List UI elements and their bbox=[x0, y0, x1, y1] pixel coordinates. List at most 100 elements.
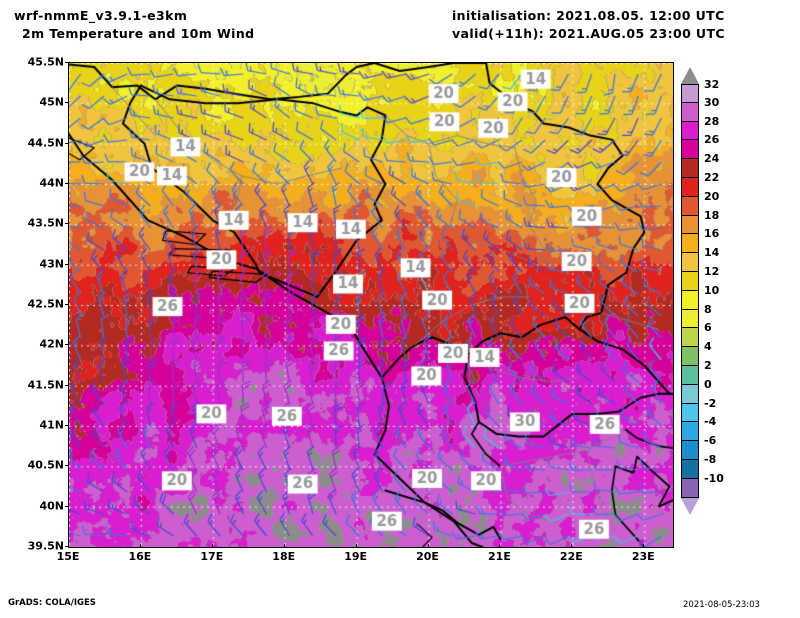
lon-tick-mark bbox=[427, 544, 429, 548]
colorbar-tick-label: -6 bbox=[704, 434, 717, 448]
lon-tick-mark bbox=[211, 544, 213, 548]
render-stamp: 2021-08-05-23:03 bbox=[683, 600, 760, 610]
lat-tick-mark bbox=[65, 263, 69, 265]
lat-tick-mark bbox=[65, 62, 69, 63]
colorbar-band[interactable]: 28 bbox=[681, 115, 719, 141]
lon-tick-label: 20E bbox=[416, 550, 439, 563]
colorbar-tick-label: 28 bbox=[704, 114, 720, 128]
lat-tick-label: 43.5N bbox=[27, 216, 64, 230]
init-time: initialisation: 2021.08.05. 12:00 UTC bbox=[452, 8, 725, 23]
colorbar-tick-label: -2 bbox=[704, 396, 717, 410]
lat-tick-label: 45.5N bbox=[27, 55, 64, 69]
lat-tick-label: 44.5N bbox=[27, 136, 64, 150]
lat-tick-label: 40.5N bbox=[27, 458, 64, 472]
lat-tick-mark bbox=[65, 183, 69, 184]
lat-tick-label: 41.5N bbox=[27, 378, 64, 392]
colorbar-band[interactable]: 8 bbox=[681, 303, 712, 329]
lat-tick-mark bbox=[65, 102, 69, 104]
longitude-axis: 15E 16E 17E 18E 19E 20E 21E 22E 23E bbox=[57, 544, 672, 568]
colorbar-tick-label: 4 bbox=[704, 340, 712, 354]
colorbar-tick-label: 22 bbox=[704, 170, 720, 184]
colorbar-tick-label: -10 bbox=[704, 471, 724, 485]
lat-tick-mark bbox=[65, 304, 69, 305]
colorbar-tick-label: -4 bbox=[704, 415, 717, 429]
colorbar-band[interactable]: 0 bbox=[681, 378, 712, 404]
lat-tick-mark bbox=[65, 425, 69, 426]
colorbar-band[interactable]: 18 bbox=[681, 209, 719, 235]
lat-tick-mark bbox=[65, 223, 69, 225]
lon-tick-label: 19E bbox=[344, 550, 368, 563]
temperature-colorbar[interactable]: 32 30 28 26 24 22 20 18 16 14 12 10 8 6 4 2 0 -2 -4 -6 -8 -10 bbox=[681, 78, 724, 498]
colorbar-tick-label: 0 bbox=[704, 377, 712, 391]
colorbar-tick-label: 2 bbox=[704, 358, 712, 372]
colorbar-band[interactable]: 10 bbox=[681, 284, 719, 310]
colorbar-tick-label: 26 bbox=[704, 133, 720, 147]
lon-tick-mark bbox=[643, 544, 645, 548]
lat-tick-mark bbox=[65, 384, 69, 386]
colorbar-band[interactable]: 30 bbox=[681, 96, 719, 122]
colorbar-band[interactable]: 26 bbox=[681, 133, 719, 160]
colorbar-tick-label: 12 bbox=[704, 264, 720, 278]
colorbar-tick-label: 24 bbox=[704, 152, 720, 166]
colorbar-band[interactable]: -6 bbox=[681, 434, 716, 460]
colorbar-band[interactable]: 22 bbox=[681, 171, 719, 197]
lat-tick-label: 39.5N bbox=[27, 539, 64, 553]
colorbar-band[interactable]: 20 bbox=[681, 190, 719, 216]
latitude-axis: 45.5N 45N 44.5N 44N 43.5N 43N 42.5N 42N 41.5N 41N… bbox=[0, 56, 64, 553]
lon-tick-mark bbox=[283, 544, 285, 548]
colorbar-band[interactable]: 2 bbox=[681, 359, 712, 385]
grads-credit: GrADS: COLA/IGES bbox=[8, 598, 96, 608]
lat-tick-mark bbox=[65, 465, 69, 467]
field-title: 2m Temperature and 10m Wind bbox=[22, 26, 255, 41]
lat-tick-label: 42N bbox=[39, 337, 64, 351]
lat-tick-mark bbox=[65, 142, 69, 144]
map-plot-area[interactable] bbox=[68, 62, 674, 548]
colorbar-band[interactable]: -10 bbox=[681, 472, 724, 498]
lat-tick-label: 44N bbox=[39, 176, 64, 190]
colorbar-band[interactable]: -2 bbox=[681, 397, 716, 423]
colorbar-cap-bottom bbox=[681, 497, 699, 515]
colorbar-tick-label: 8 bbox=[704, 302, 712, 316]
lon-tick-mark bbox=[139, 544, 141, 548]
colorbar-tick-label: 20 bbox=[704, 189, 720, 203]
model-title: wrf-nmmE_v3.9.1-e3km bbox=[14, 8, 188, 23]
lat-tick-label: 43N bbox=[39, 257, 64, 271]
colorbar-band[interactable]: -8 bbox=[681, 453, 716, 479]
lon-tick-mark bbox=[499, 544, 501, 548]
colorbar-band[interactable]: 32 bbox=[681, 78, 719, 103]
lon-tick-mark bbox=[571, 544, 573, 548]
colorbar-band[interactable]: 24 bbox=[681, 152, 719, 178]
lat-tick-label: 40N bbox=[39, 499, 64, 513]
lat-tick-label: 45N bbox=[39, 95, 64, 109]
lon-tick-label: 23E bbox=[631, 550, 655, 563]
lon-tick-label: 17E bbox=[200, 550, 224, 563]
lat-tick-mark bbox=[65, 546, 69, 547]
colorbar-band[interactable]: 14 bbox=[681, 246, 719, 272]
lon-tick-label: 16E bbox=[128, 550, 152, 563]
colorbar-tick-label: 32 bbox=[704, 78, 720, 91]
lat-tick-mark bbox=[65, 505, 69, 507]
colorbar-tick-label: 10 bbox=[704, 283, 720, 297]
lon-tick-label: 18E bbox=[272, 550, 296, 563]
colorbar-tick-label: 6 bbox=[704, 321, 712, 335]
lon-tick-label: 15E bbox=[56, 550, 80, 563]
lat-tick-label: 41N bbox=[39, 418, 64, 432]
valid-time: valid(+11h): 2021.AUG.05 23:00 UTC bbox=[452, 26, 725, 41]
colorbar-tick-label: 18 bbox=[704, 208, 720, 222]
colorbar-band[interactable]: -4 bbox=[681, 415, 716, 442]
colorbar-band[interactable]: 4 bbox=[681, 340, 712, 366]
colorbar-tick-label: 30 bbox=[704, 95, 720, 109]
lat-tick-label: 42.5N bbox=[27, 297, 64, 311]
colorbar-cap-top bbox=[681, 67, 699, 84]
colorbar-tick-label: 14 bbox=[704, 246, 720, 260]
lon-tick-label: 21E bbox=[488, 550, 511, 563]
colorbar-tick-label: -8 bbox=[704, 452, 717, 466]
colorbar-band[interactable]: 16 bbox=[681, 227, 719, 254]
lat-tick-mark bbox=[65, 344, 69, 346]
lon-tick-label: 22E bbox=[559, 550, 583, 563]
temperature-wind-map bbox=[69, 63, 673, 547]
colorbar-band[interactable]: 6 bbox=[681, 321, 712, 348]
colorbar-band[interactable]: 12 bbox=[681, 265, 719, 291]
colorbar-tick-label: 16 bbox=[704, 227, 720, 241]
lon-tick-mark bbox=[355, 544, 357, 548]
